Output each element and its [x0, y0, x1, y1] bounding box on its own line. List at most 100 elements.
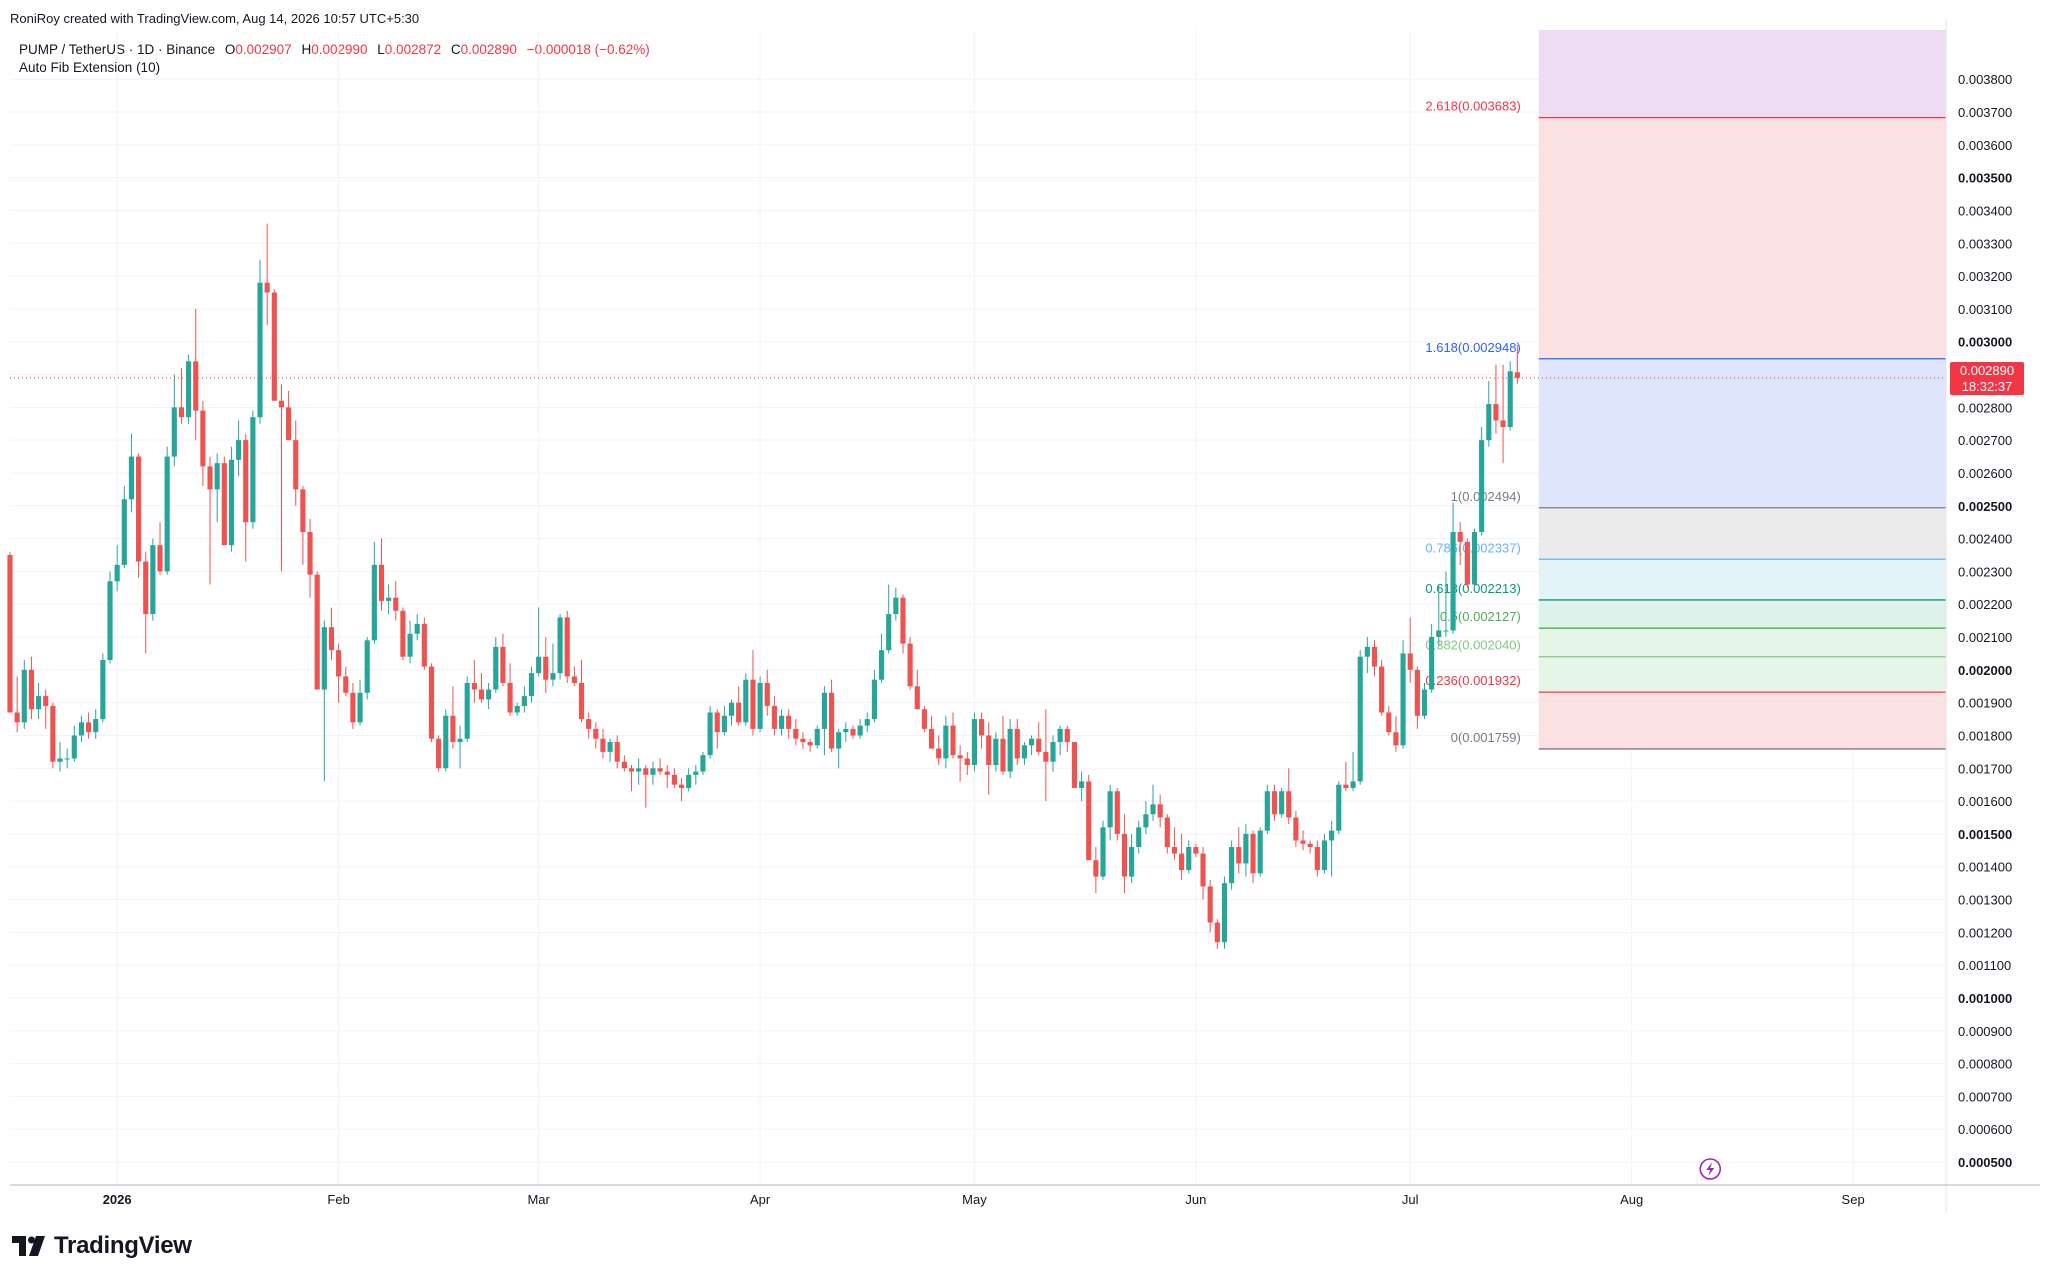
candle-body — [1164, 817, 1170, 848]
candle — [1279, 787, 1285, 818]
price-tick-label: 0.001400 — [1958, 860, 2012, 875]
candle-body — [143, 561, 149, 615]
candle-body — [314, 574, 320, 690]
candle-body — [186, 361, 192, 418]
candle-body — [1307, 843, 1313, 848]
candle-body — [521, 696, 527, 706]
candle — [1307, 840, 1313, 854]
low-value: 0.002872 — [384, 42, 442, 57]
price-tick-label: 0.001700 — [1958, 761, 2012, 776]
candle — [1100, 820, 1106, 880]
candle-body — [921, 709, 927, 729]
candle — [371, 541, 377, 644]
candle — [1057, 725, 1063, 756]
candle-body — [86, 722, 92, 733]
candle — [728, 699, 735, 726]
candle-body — [1007, 728, 1013, 772]
open-value: 0.002907 — [235, 42, 292, 57]
candle-body — [557, 617, 563, 674]
price-tick-label: 0.002400 — [1958, 532, 2012, 547]
candle-body — [1293, 817, 1299, 841]
candle — [514, 702, 520, 716]
fib-level-label: 1.618(0.002948) — [1425, 340, 1520, 355]
candle-body — [293, 440, 299, 490]
price-tick-label: 0.002700 — [1958, 433, 2012, 448]
candle — [421, 617, 427, 670]
candle — [943, 715, 949, 769]
candle — [757, 676, 763, 733]
candle — [700, 751, 706, 775]
candle — [278, 384, 285, 572]
candle — [186, 354, 192, 424]
time-tick-label: Jun — [1185, 1192, 1206, 1207]
candle-body — [1264, 791, 1270, 831]
candle — [1486, 381, 1492, 447]
candle — [607, 738, 613, 762]
candle — [1257, 827, 1263, 877]
candle — [264, 223, 270, 326]
candle-body — [1043, 751, 1049, 762]
candle — [21, 660, 27, 729]
price-tick-label: 0.003300 — [1958, 236, 2012, 251]
candle-body — [1114, 791, 1120, 834]
indicator-name[interactable]: Auto Fib Extension (10) — [19, 60, 161, 75]
candle-body — [486, 689, 492, 700]
candle — [14, 676, 20, 733]
candle-body — [121, 499, 127, 565]
candle-body — [1250, 833, 1256, 874]
candle-body — [1257, 830, 1263, 874]
candle-body — [950, 725, 956, 756]
high-label: H — [301, 42, 312, 57]
candle — [571, 666, 577, 687]
candle — [1264, 784, 1270, 834]
candle — [550, 643, 556, 687]
candle-body — [678, 784, 685, 788]
price-tick-label: 0.003000 — [1958, 335, 2012, 350]
candle-body — [1143, 814, 1149, 828]
candle — [86, 712, 92, 739]
candle — [928, 715, 935, 749]
candle — [1221, 876, 1228, 949]
candle-body — [250, 417, 256, 523]
candle — [114, 545, 120, 592]
candle — [28, 656, 35, 720]
candle — [1300, 830, 1306, 851]
candle-body — [936, 748, 942, 759]
candle — [1271, 784, 1278, 821]
candle — [1243, 824, 1249, 877]
candle — [628, 765, 635, 792]
candle-body — [1014, 728, 1020, 759]
candle-body — [614, 742, 620, 762]
candle-body — [800, 738, 806, 743]
candle — [1143, 801, 1149, 834]
candle — [921, 705, 927, 733]
candle — [57, 742, 63, 772]
candle-body — [957, 755, 963, 759]
candle — [864, 712, 870, 733]
candle-body — [1386, 712, 1392, 733]
candle — [1464, 538, 1470, 588]
candle-body — [657, 768, 663, 772]
tradingview-logo[interactable]: TradingView — [12, 1232, 192, 1260]
candle — [214, 453, 220, 523]
candle — [950, 712, 956, 759]
candle — [1386, 705, 1392, 736]
candle-body — [607, 742, 613, 752]
fib-level-label: 2.618(0.003683) — [1425, 99, 1520, 114]
candle — [64, 748, 70, 769]
price-tick-label: 0.002800 — [1958, 400, 2012, 415]
candle-body — [1171, 847, 1178, 854]
candle — [493, 637, 499, 693]
candle — [328, 607, 335, 660]
candle — [1286, 768, 1292, 825]
candle — [593, 722, 599, 749]
candle-body — [786, 715, 792, 729]
candle — [1043, 709, 1049, 802]
candle — [293, 420, 299, 506]
author-line: RoniRoy created with TradingView.com, Au… — [10, 11, 420, 26]
candle — [393, 581, 399, 621]
close-value: 0.002890 — [460, 42, 517, 57]
candle — [50, 702, 56, 769]
candle — [1014, 719, 1020, 765]
